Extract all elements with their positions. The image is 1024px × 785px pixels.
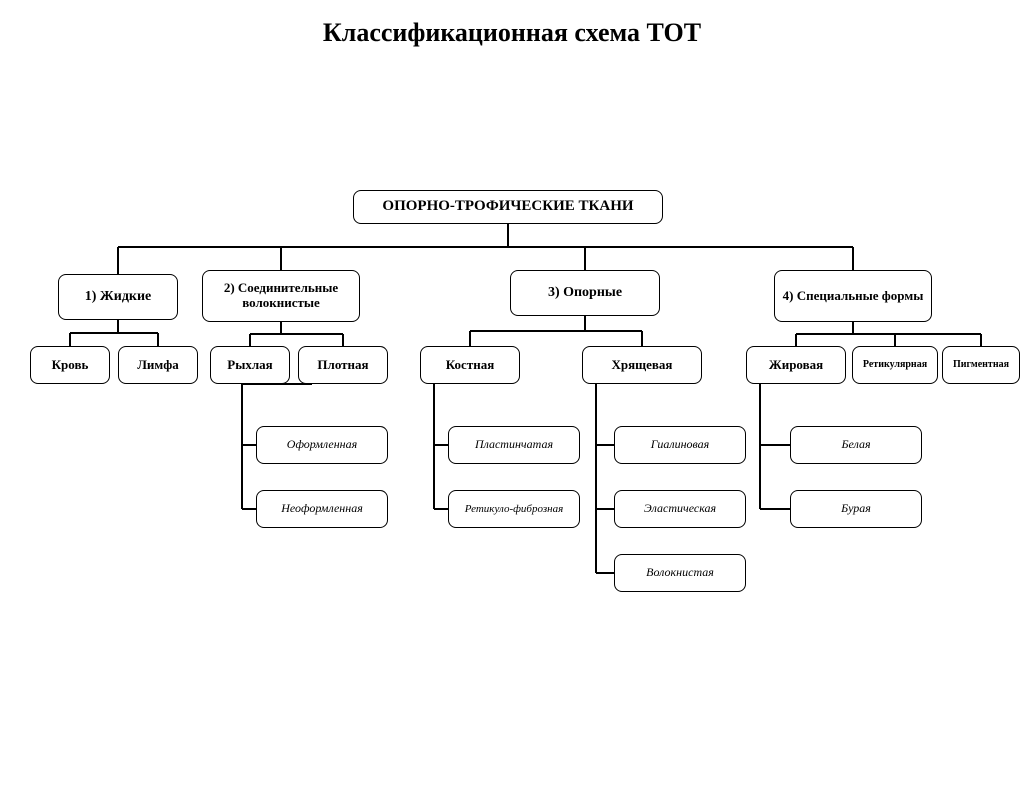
node-blood: Кровь <box>30 346 110 384</box>
node-adipose: Жировая <box>746 346 846 384</box>
node-b3: 3) Опорные <box>510 270 660 316</box>
diagram-canvas: ОПОРНО-ТРОФИЧЕСКИЕ ТКАНИ 1) Жидкие 2) Соед… <box>0 48 1024 748</box>
node-root: ОПОРНО-ТРОФИЧЕСКИЕ ТКАНИ <box>353 190 663 224</box>
node-dense: Плотная <box>298 346 388 384</box>
node-bone: Костная <box>420 346 520 384</box>
node-lymph: Лимфа <box>118 346 198 384</box>
node-fibrous: Волокнистая <box>614 554 746 592</box>
node-b4: 4) Специальные формы <box>774 270 932 322</box>
node-pigment: Пигментная <box>942 346 1020 384</box>
connector-layer <box>0 48 1024 748</box>
node-reticular: Ретикулярная <box>852 346 938 384</box>
node-b1: 1) Жидкие <box>58 274 178 320</box>
node-brown: Бурая <box>790 490 922 528</box>
node-hyaline: Гиалиновая <box>614 426 746 464</box>
node-lamellar: Пластинчатая <box>448 426 580 464</box>
node-b2: 2) Соединительные волокнистые <box>202 270 360 322</box>
node-white: Белая <box>790 426 922 464</box>
node-cartilage: Хрящевая <box>582 346 702 384</box>
node-elastic: Эластическая <box>614 490 746 528</box>
page-title: Классификационная схема ТОТ <box>0 18 1024 48</box>
node-formed: Оформленная <box>256 426 388 464</box>
node-unformed: Неоформленная <box>256 490 388 528</box>
node-loose: Рыхлая <box>210 346 290 384</box>
node-retfib: Ретикуло-фиброзная <box>448 490 580 528</box>
